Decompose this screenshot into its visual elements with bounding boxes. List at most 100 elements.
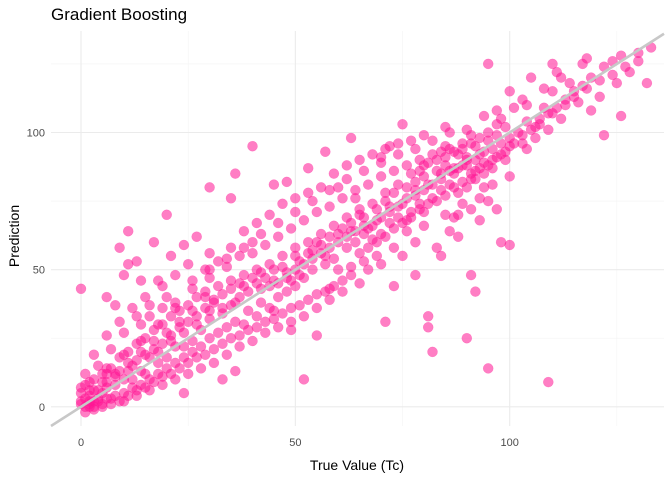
data-point <box>212 280 224 292</box>
data-point <box>234 278 245 289</box>
data-point <box>500 146 511 157</box>
data-point <box>247 140 258 152</box>
data-point <box>543 124 554 136</box>
data-point <box>191 311 202 322</box>
data-point <box>118 327 130 338</box>
data-point <box>405 135 417 146</box>
data-point <box>178 387 190 399</box>
data-point <box>397 250 408 262</box>
data-point <box>388 280 400 292</box>
data-point <box>118 349 130 360</box>
data-point <box>298 311 310 322</box>
data-point <box>217 338 228 349</box>
data-point <box>101 330 112 341</box>
data-point <box>328 168 340 179</box>
data-point <box>470 286 481 297</box>
data-point <box>414 204 425 215</box>
data-point <box>174 363 185 374</box>
data-point <box>281 286 293 297</box>
data-point <box>332 264 344 275</box>
data-point <box>341 212 353 223</box>
data-point <box>140 368 151 380</box>
data-point <box>247 247 258 259</box>
data-point <box>148 376 160 388</box>
data-point <box>165 368 177 380</box>
data-point <box>302 294 314 306</box>
data-point <box>230 168 241 179</box>
data-point <box>358 228 370 240</box>
data-point <box>431 242 443 253</box>
data-point <box>242 305 254 317</box>
data-point <box>101 376 112 388</box>
data-point <box>131 311 142 322</box>
data-point <box>170 269 181 281</box>
data-point <box>465 168 477 179</box>
data-point <box>633 55 644 67</box>
data-point <box>457 176 468 188</box>
data-point <box>311 330 323 341</box>
data-point <box>414 154 425 166</box>
data-point <box>337 275 348 286</box>
data-point <box>217 302 228 314</box>
data-point <box>504 171 515 182</box>
chart-title: Gradient Boosting <box>51 5 187 24</box>
data-point <box>354 204 365 215</box>
data-point <box>204 264 215 275</box>
data-point <box>337 193 348 204</box>
data-point <box>350 236 361 248</box>
data-point <box>230 316 241 328</box>
data-point <box>221 349 233 360</box>
data-point <box>491 151 503 163</box>
data-point <box>555 113 567 125</box>
data-point <box>362 179 374 190</box>
data-point <box>465 269 477 281</box>
data-point <box>152 319 164 330</box>
data-point <box>225 193 237 204</box>
data-point <box>362 264 374 275</box>
data-point <box>457 198 468 210</box>
data-point <box>277 250 288 262</box>
data-point <box>482 160 494 171</box>
data-point <box>204 182 215 193</box>
data-point <box>358 165 370 177</box>
data-point <box>195 363 207 374</box>
data-point <box>165 250 177 262</box>
data-point <box>140 382 151 393</box>
data-point <box>431 195 443 207</box>
data-point <box>435 250 447 262</box>
data-point <box>410 143 421 155</box>
data-point <box>397 217 408 229</box>
data-point <box>461 332 473 344</box>
data-point <box>444 225 455 237</box>
data-point <box>302 187 314 199</box>
data-point <box>422 322 434 333</box>
data-point <box>161 291 172 303</box>
data-point <box>225 242 237 253</box>
data-point <box>140 291 151 303</box>
data-point <box>242 286 254 297</box>
data-point <box>324 184 335 196</box>
data-point <box>478 110 490 122</box>
data-point <box>405 212 417 223</box>
data-point <box>388 223 400 234</box>
data-point <box>208 357 220 369</box>
data-point <box>170 302 181 314</box>
data-point <box>221 253 233 264</box>
data-point <box>174 322 185 333</box>
data-point <box>294 300 305 311</box>
y-tick-label: 0 <box>39 402 45 414</box>
data-point <box>80 368 91 380</box>
data-point <box>251 311 263 322</box>
data-point <box>148 343 160 355</box>
data-point <box>302 236 314 248</box>
data-point <box>440 140 451 152</box>
data-point <box>517 94 528 105</box>
data-point <box>140 349 151 360</box>
data-point <box>388 242 400 253</box>
data-point <box>221 322 233 333</box>
data-point <box>611 77 623 89</box>
data-point <box>101 291 112 303</box>
data-point <box>367 198 378 210</box>
data-point <box>410 269 421 281</box>
